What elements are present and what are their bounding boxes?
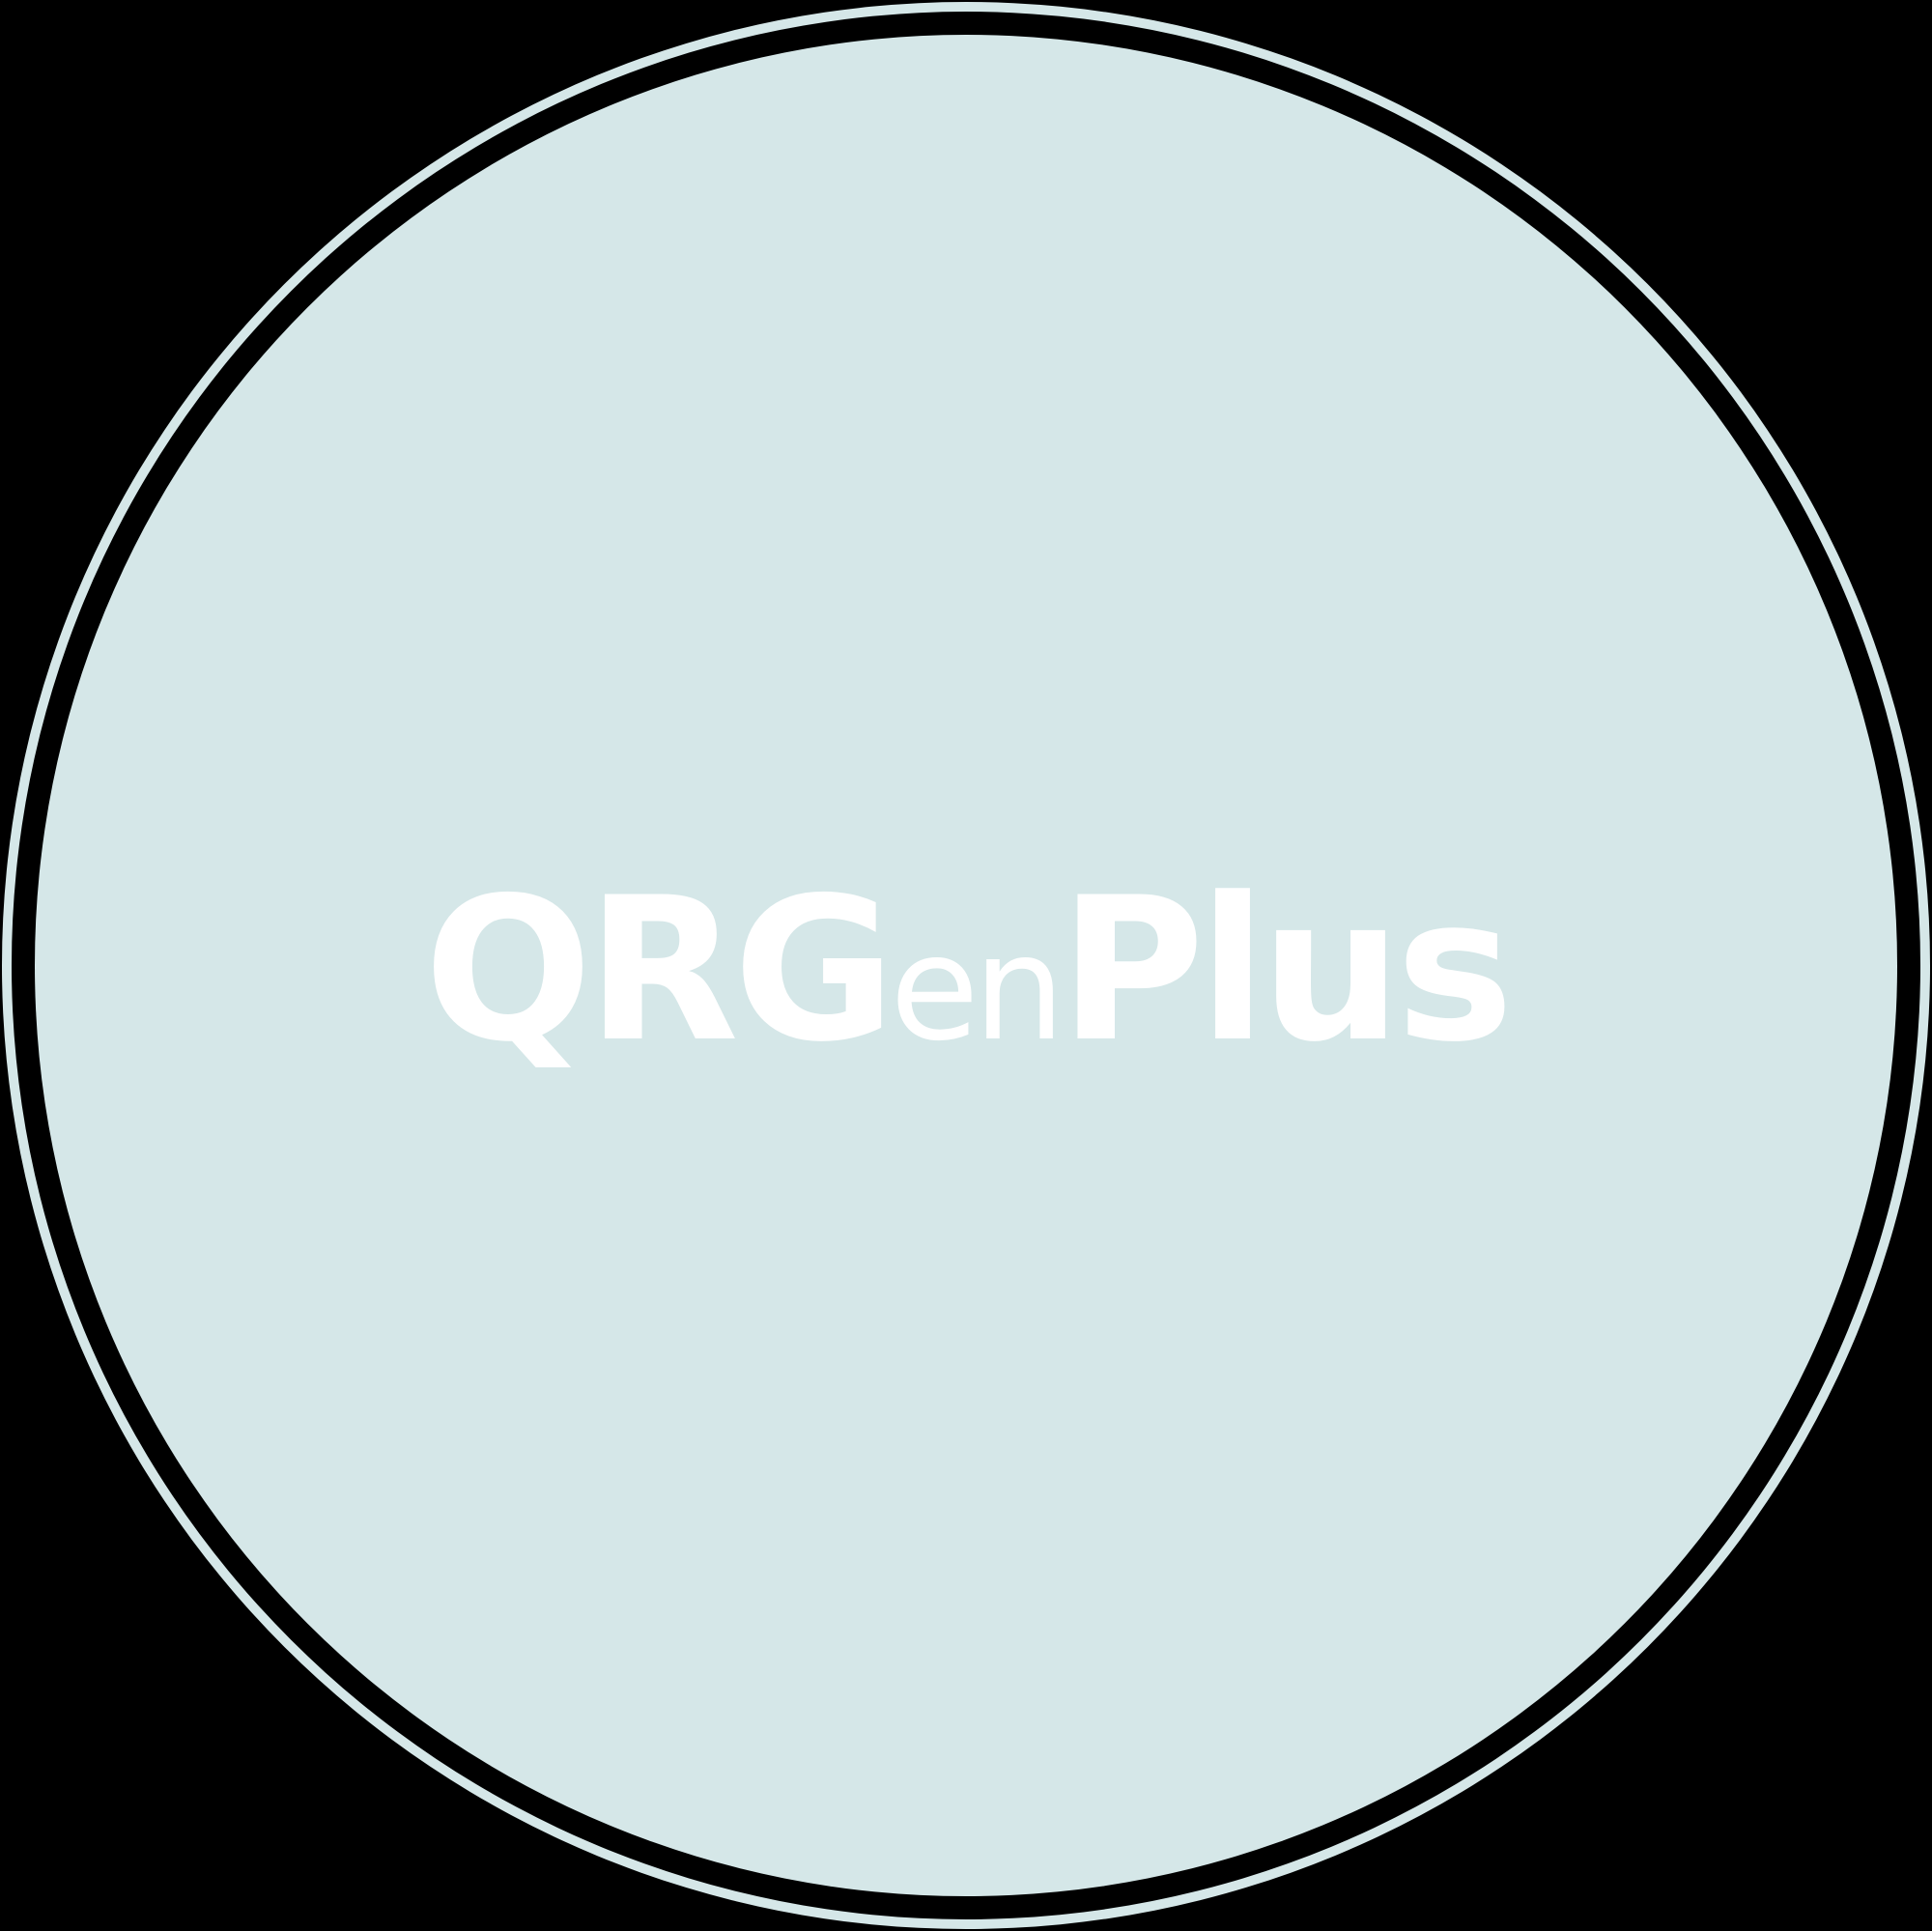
wordmark-part-qrg: QRG [423,856,895,1086]
logo-disc [35,35,1897,1896]
wordmark-part-en: en [890,905,1065,1073]
logo-wordmark: QRGenPlus [0,865,1932,1077]
wordmark-part-plus: Plus [1059,856,1514,1086]
